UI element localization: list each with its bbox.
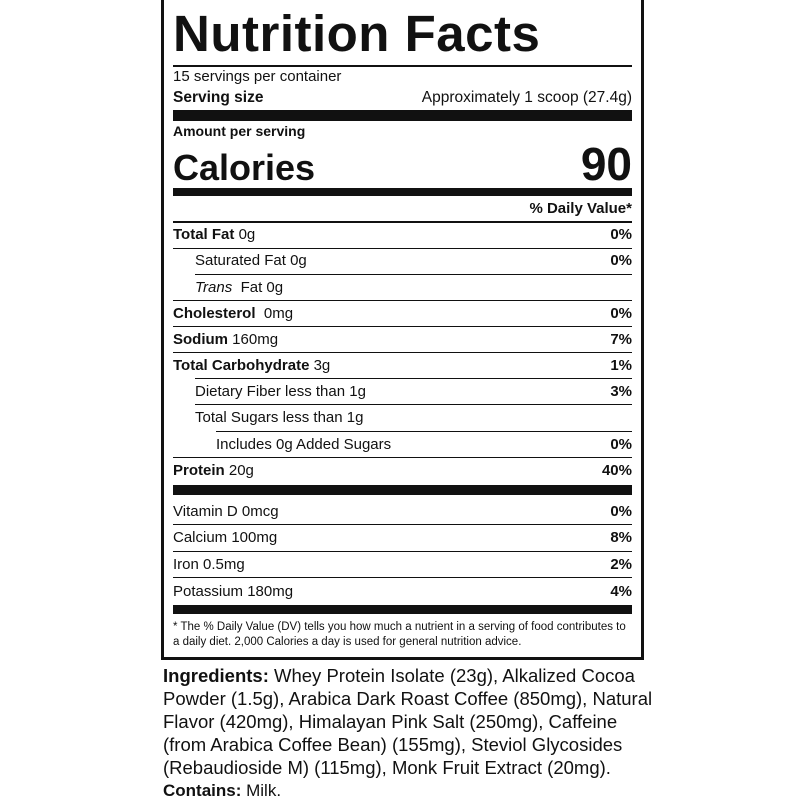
nutrient-dv: 0% bbox=[610, 436, 632, 453]
contains-text: Milk. bbox=[241, 781, 282, 800]
nutrient-row-total-sugars: Total Sugars less than 1g bbox=[195, 409, 632, 427]
daily-value-footnote: * The % Daily Value (DV) tells you how m… bbox=[173, 621, 626, 648]
vitamin-name: Potassium 180mg bbox=[173, 583, 294, 600]
panel-title: Nutrition Facts bbox=[173, 5, 541, 62]
nutrient-row-saturated-fat: Saturated Fat 0g 0% bbox=[195, 252, 632, 270]
divider bbox=[173, 551, 632, 552]
vitamin-dv: 4% bbox=[610, 583, 632, 600]
serving-size-label: Serving size bbox=[173, 89, 264, 106]
serving-size-value: Approximately 1 scoop (27.4g) bbox=[421, 89, 632, 106]
nutrient-amount: 0g bbox=[290, 252, 307, 269]
nutrient-row-added-sugars: Includes 0g Added Sugars 0% bbox=[216, 436, 632, 454]
divider bbox=[173, 326, 632, 327]
daily-value-header: % Daily Value* bbox=[173, 200, 632, 218]
divider bbox=[216, 431, 632, 432]
nutrient-amount: 0mg bbox=[263, 305, 294, 322]
nutrient-row-dietary-fiber: Dietary Fiber less than 1g 3% bbox=[195, 383, 632, 401]
nutrient-amount: less than 1g bbox=[285, 383, 366, 400]
divider bbox=[173, 457, 632, 458]
vitamin-dv: 8% bbox=[610, 529, 632, 546]
vitamin-row-vitamin-d: Vitamin D 0mcg 0% bbox=[173, 503, 632, 521]
nutrient-amount: Fat 0g bbox=[240, 279, 284, 296]
divider bbox=[173, 65, 632, 67]
contains-label: Contains: bbox=[163, 781, 242, 800]
ingredients-label: Ingredients: bbox=[163, 665, 269, 686]
ingredients-text: Whey Protein Isolate (23g), Alkalized Co… bbox=[163, 665, 653, 778]
divider bbox=[195, 404, 632, 405]
thick-divider bbox=[173, 110, 632, 121]
daily-value-header-text: % Daily Value* bbox=[529, 200, 632, 217]
nutrient-amount: 160mg bbox=[232, 331, 279, 348]
nutrient-dv: 40% bbox=[601, 462, 632, 479]
nutrient-name: Includes 0g Added Sugars bbox=[216, 436, 392, 453]
divider bbox=[195, 378, 632, 379]
nutrient-amount: 3g bbox=[313, 357, 331, 374]
nutrient-name: Total Sugars bbox=[195, 409, 279, 426]
allergen-contains: Contains: Milk. bbox=[163, 781, 653, 801]
calories-row: Calories 90 bbox=[173, 141, 632, 191]
nutrient-row-protein: Protein 20g 40% bbox=[173, 462, 632, 480]
vitamin-name: Calcium 100mg bbox=[173, 529, 278, 546]
nutrient-name: Protein bbox=[173, 462, 225, 479]
calories-value: 90 bbox=[580, 138, 632, 190]
vitamin-row-calcium: Calcium 100mg 8% bbox=[173, 529, 632, 547]
divider bbox=[173, 524, 632, 525]
nutrient-row-cholesterol: Cholesterol 0mg 0% bbox=[173, 305, 632, 323]
amount-per-serving: Amount per serving bbox=[173, 123, 306, 139]
divider bbox=[173, 352, 632, 353]
nutrient-name: Total Carbohydrate bbox=[173, 357, 310, 374]
nutrient-dv: 0% bbox=[610, 252, 632, 269]
ingredients: Ingredients: Whey Protein Isolate (23g),… bbox=[163, 664, 653, 779]
divider bbox=[173, 221, 632, 223]
nutrient-row-trans-fat: Trans Fat 0g bbox=[195, 279, 632, 297]
nutrient-name: Sodium bbox=[173, 331, 228, 348]
vitamin-dv: 2% bbox=[610, 556, 632, 573]
vitamin-row-iron: Iron 0.5mg 2% bbox=[173, 556, 632, 574]
nutrient-dv: 3% bbox=[610, 383, 632, 400]
nutrient-name: Dietary Fiber bbox=[195, 383, 281, 400]
nutrient-amount: 20g bbox=[228, 462, 254, 479]
thick-divider bbox=[173, 605, 632, 614]
label-below-panel: Ingredients: Whey Protein Isolate (23g),… bbox=[163, 664, 653, 801]
servings-per-container: 15 servings per container bbox=[173, 68, 342, 85]
nutrient-row-total-carbohydrate: Total Carbohydrate 3g 1% bbox=[173, 357, 632, 375]
nutrient-amount: less than 1g bbox=[282, 409, 364, 426]
nutrient-dv: 7% bbox=[610, 331, 632, 348]
divider bbox=[173, 248, 632, 249]
vitamin-name: Iron 0.5mg bbox=[173, 556, 245, 573]
nutrient-name: Saturated Fat bbox=[195, 252, 286, 269]
nutrient-row-sodium: Sodium 160mg 7% bbox=[173, 331, 632, 349]
calories-label: Calories bbox=[173, 147, 316, 188]
nutrient-name: Trans bbox=[195, 279, 233, 296]
nutrient-dv: 1% bbox=[610, 357, 632, 374]
nutrient-dv: 0% bbox=[610, 226, 632, 243]
divider bbox=[173, 577, 632, 578]
nutrient-row-total-fat: Total Fat 0g 0% bbox=[173, 226, 632, 244]
serving-size-row: Serving size Approximately 1 scoop (27.4… bbox=[173, 89, 632, 107]
nutrition-facts-panel: Nutrition Facts 15 servings per containe… bbox=[161, 0, 644, 660]
thick-divider bbox=[173, 485, 632, 495]
nutrient-amount: 0g bbox=[238, 226, 256, 243]
nutrient-name: Cholesterol bbox=[173, 305, 256, 322]
thick-divider bbox=[173, 188, 632, 196]
divider bbox=[195, 274, 632, 275]
vitamin-dv: 0% bbox=[610, 503, 632, 520]
vitamin-row-potassium: Potassium 180mg 4% bbox=[173, 583, 632, 601]
nutrient-dv: 0% bbox=[610, 305, 632, 322]
nutrient-name: Total Fat bbox=[173, 226, 235, 243]
divider bbox=[173, 300, 632, 301]
vitamin-name: Vitamin D 0mcg bbox=[173, 503, 279, 520]
